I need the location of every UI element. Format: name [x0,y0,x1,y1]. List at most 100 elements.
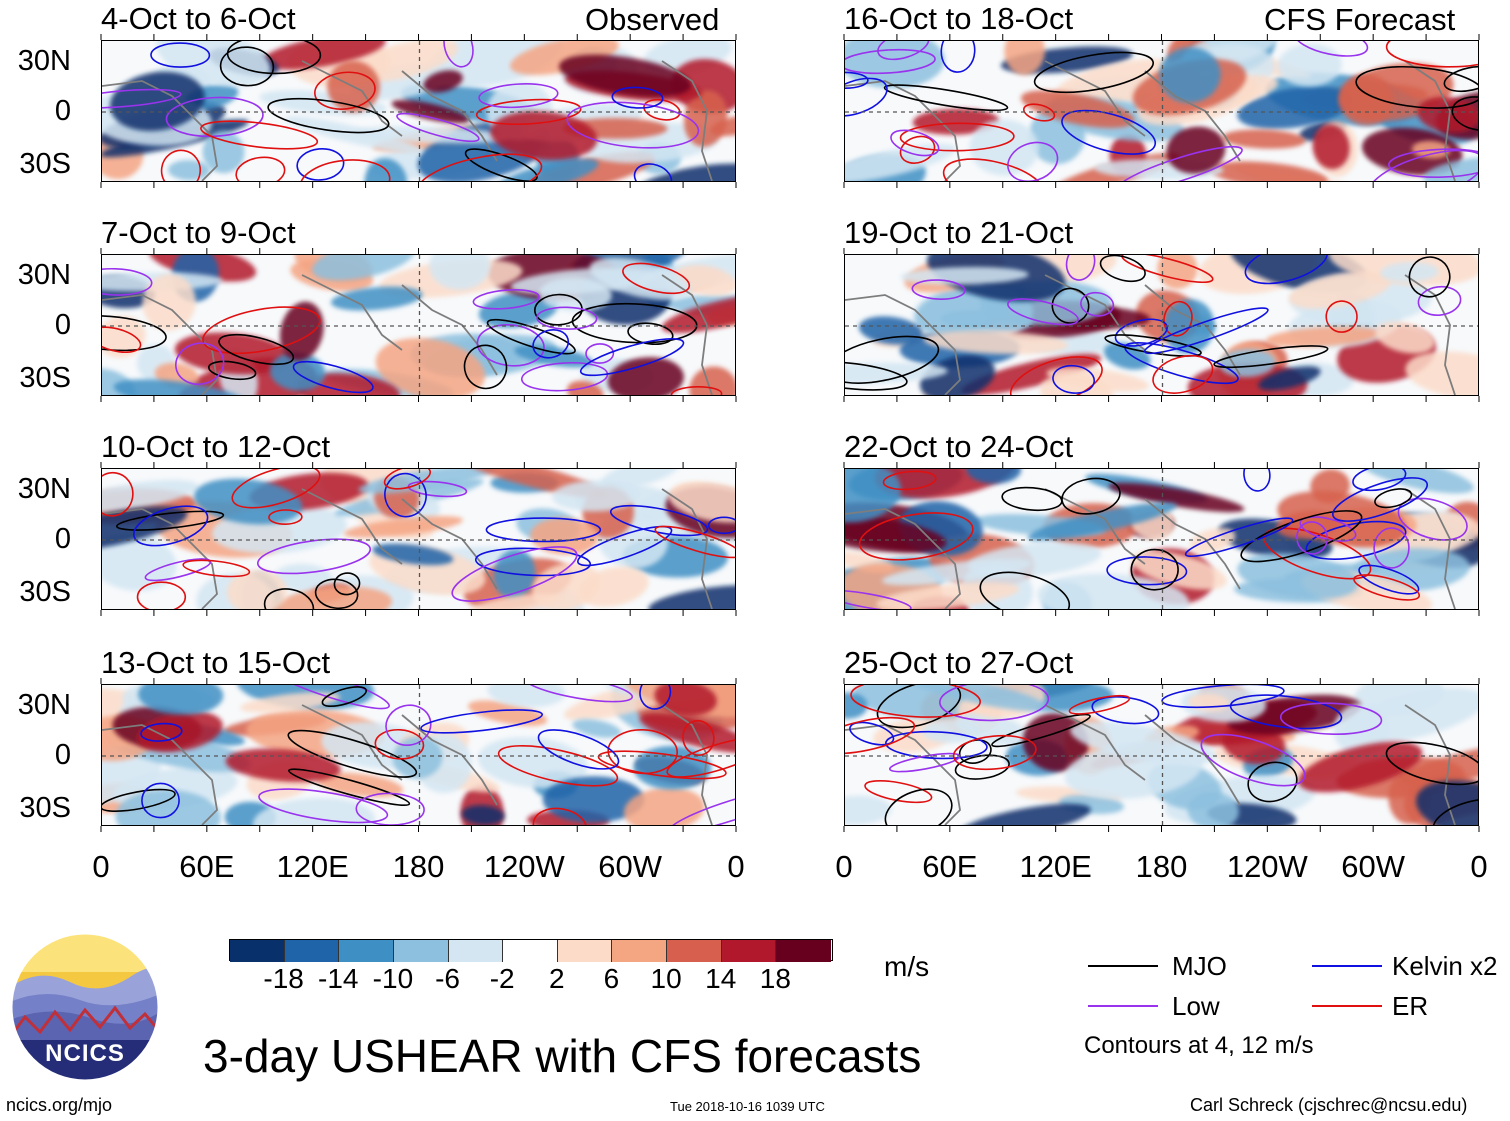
wave-contour [202,306,321,355]
wave-contour [200,120,319,150]
negative-shear-area [956,803,1091,825]
wave-contour [235,156,286,181]
wave-contour [486,318,576,355]
shear-field [845,255,1478,395]
wave-contour [1068,694,1131,715]
negative-shear-area [312,255,416,281]
positive-shear-area [1108,482,1245,513]
positive-shear-area [1222,129,1306,149]
wave-contour [952,734,1037,771]
positive-shear-area [271,586,392,609]
map-panel [101,254,736,396]
map-panel [844,684,1479,826]
coastline [301,274,403,351]
panel-label: 7-Oct to 9-Oct [101,215,296,250]
negative-shear-area [461,805,505,825]
wave-contour [579,338,685,377]
negative-shear-area [1037,573,1190,609]
wave-contour [115,510,225,531]
wave-contour [474,547,592,577]
wave-contour [1263,527,1372,580]
lat-tick-label: 0 [54,95,71,127]
lon-tick-label: 0 [1470,849,1488,884]
wave-contour [102,88,182,109]
wave-contour [845,71,869,89]
wave-contour [133,505,209,547]
wave-contour [682,719,715,756]
positive-shear-area [1210,161,1329,181]
coastline [102,294,218,395]
wave-contour [267,97,390,134]
wave-contour [150,42,211,68]
positive-shear-area [668,481,735,523]
wave-contour [1240,510,1363,563]
wave-contour [1065,255,1096,281]
positive-shear-area [350,41,459,83]
wave-contour [265,685,390,710]
negative-shear-area [102,368,136,395]
wave-contour [882,470,937,491]
lat-tick-label: 30N [17,473,71,506]
positive-shear-area [225,748,341,782]
negative-shear-area [1333,703,1390,756]
coastline [1144,70,1241,162]
positive-shear-area [923,330,1068,355]
wave-contour [1367,149,1478,181]
wave-contour [532,807,588,825]
positive-shear-area [530,517,599,555]
wave-contour [536,306,598,330]
legend-label-kelvin: Kelvin x2 [1392,951,1498,981]
wave-contour [668,789,735,825]
axis-ticks [843,34,1480,188]
wave-contour [537,729,620,770]
axis-ticks [843,678,1480,832]
wave-contour [160,149,202,181]
colorbar-tick-label: 18 [759,963,791,994]
colorbar-cell [339,940,394,962]
axis-ticks [100,462,737,616]
wave-contour [942,158,1046,181]
negative-shear-area [845,362,948,384]
positive-shear-area [639,713,735,753]
wave-contour [877,41,930,61]
wave-contour [416,153,543,181]
colorbar-cell [448,940,504,962]
coastline [661,60,713,181]
positive-shear-area [1166,126,1226,174]
wave-contour [1325,300,1358,333]
negative-shear-area [493,158,599,181]
coastline [102,724,218,825]
positive-shear-area [468,700,548,727]
wave-contour [654,525,735,559]
wave-contour [1213,345,1329,369]
coastline [102,508,218,609]
wave-contour [321,686,368,708]
negative-shear-area [858,316,923,345]
colorbar-cell [503,940,558,962]
wave-contour [1143,307,1269,355]
wave-contour [1417,285,1462,316]
legend-label-mjo: MJO [1172,951,1227,981]
ncics-logo-graphic [11,933,159,1081]
positive-shear-area [1405,351,1478,395]
negative-shear-area [392,736,443,779]
map-panel [101,40,736,182]
negative-shear-area [372,543,454,566]
wave-contour [1443,65,1478,93]
negative-shear-area [845,692,868,719]
wave-contour [1061,477,1121,515]
positive-shear-area [1361,127,1463,176]
coastline [661,488,713,609]
positive-shear-area [102,315,146,358]
wave-contour [472,289,540,310]
lat-tick-label: 30N [17,45,71,78]
wave-contour [845,360,908,391]
wave-contour [102,326,142,354]
wave-contour [850,685,981,718]
wave-contour [1116,145,1243,181]
lat-tick-label: 0 [54,309,71,341]
lon-tick-label: 120E [276,849,349,884]
map-panel [844,468,1479,610]
wave-contour [1022,103,1056,122]
wave-contour [1247,761,1298,803]
